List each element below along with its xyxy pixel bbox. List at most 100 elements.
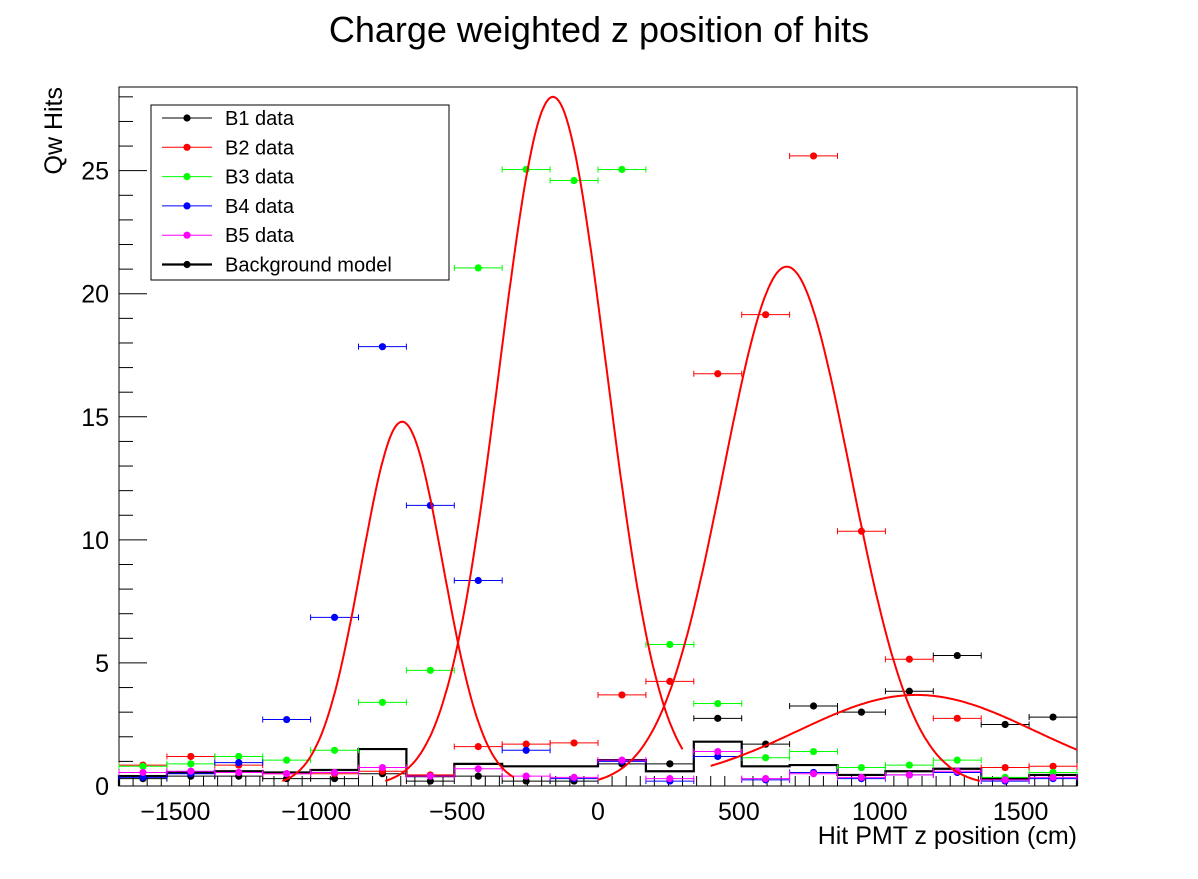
data-point: [187, 752, 195, 761]
legend: B1 data B2 data B3 data B4 data B5 data Backg…: [150, 104, 450, 281]
legend-marker: [183, 260, 191, 269]
legend-label: B3 data: [225, 167, 295, 189]
data-point: [762, 311, 770, 319]
legend-item: B4 data: [162, 196, 295, 218]
data-point: [666, 760, 674, 768]
legend-label: B1 data: [225, 108, 295, 130]
data-point: [762, 754, 770, 762]
data-point: [809, 770, 818, 778]
legend-marker: [183, 114, 191, 122]
data-point: [426, 777, 434, 785]
data-point: [1049, 768, 1057, 777]
data-point: [714, 747, 722, 756]
data-point: [1001, 720, 1009, 729]
data-point: [570, 739, 578, 747]
data-point: [857, 763, 866, 772]
fit-curve-1: [282, 420, 515, 782]
data-point: [618, 691, 626, 699]
data-point: [283, 756, 291, 764]
data-point: [330, 746, 339, 754]
legend-label: B2 data: [225, 137, 295, 159]
data-point: [953, 756, 961, 764]
data-point: [426, 666, 434, 674]
data-point: [570, 176, 578, 185]
data-point: [474, 765, 482, 773]
data-point: [187, 760, 195, 768]
chart-title: Charge weighted z position of hits: [329, 9, 869, 50]
data-point: [283, 715, 291, 724]
data-point: [522, 740, 530, 748]
data-point: [474, 743, 482, 751]
legend-box: [150, 104, 450, 281]
data-point: [474, 576, 482, 585]
data-point: [905, 655, 913, 663]
x-tick-label: 1500: [993, 798, 1049, 826]
x-tick-label: −1000: [281, 798, 351, 826]
data-point: [378, 698, 387, 706]
data-point: [714, 370, 722, 378]
legend-label: B5 data: [225, 225, 295, 247]
data-point: [378, 343, 387, 351]
data-point: [857, 773, 866, 781]
x-tick-label: −1500: [140, 798, 210, 826]
data-point: [426, 772, 434, 780]
data-point: [283, 770, 291, 778]
y-tick-label: 5: [95, 650, 109, 678]
x-tick-label: 1000: [852, 798, 908, 826]
data-point: [235, 752, 243, 761]
x-tick-label: −500: [429, 798, 485, 826]
y-tick-label: 15: [81, 404, 109, 432]
data-point: [666, 775, 674, 783]
data-point: [809, 747, 818, 756]
data-point: [618, 756, 626, 764]
legend-marker: [183, 173, 191, 181]
data-point: [1001, 763, 1009, 772]
legend-label: Background model: [225, 255, 392, 277]
data-point: [1001, 776, 1009, 784]
legend-marker: [183, 231, 191, 239]
data-point: [1049, 762, 1057, 770]
data-point: [474, 264, 482, 272]
x-tick-label: 500: [718, 798, 760, 826]
data-point: [905, 771, 913, 779]
x-tick-label: 0: [591, 798, 605, 826]
fit-curve-3: [597, 265, 981, 782]
data-point: [953, 714, 961, 722]
legend-label: B4 data: [225, 196, 295, 218]
data-point: [378, 763, 387, 772]
y-axis-ticks: 0 5 10 15 20 25: [81, 96, 147, 801]
legend-item: B5 data: [162, 225, 295, 247]
data-point: [235, 768, 243, 777]
data-point: [809, 152, 818, 160]
legend-item: B1 data: [162, 108, 295, 130]
legend-marker: [183, 202, 191, 210]
y-axis-label: Qw Hits: [40, 87, 68, 175]
data-point: [714, 714, 722, 722]
data-point: [235, 759, 243, 767]
legend-marker: [183, 143, 191, 151]
data-point: [570, 773, 578, 781]
data-point: [139, 773, 147, 781]
data-point: [522, 777, 530, 785]
fit-curves: [282, 95, 1078, 782]
legend-item: Background model: [162, 255, 392, 277]
data-point: [330, 775, 339, 783]
y-tick-label: 20: [81, 281, 109, 309]
data-point: [139, 768, 147, 777]
data-point: [330, 613, 339, 622]
x-axis-ticks: −1500 −1000 −500 0 500 1000 1500: [132, 776, 1064, 826]
data-point: [187, 767, 195, 775]
data-point: [762, 775, 770, 783]
data-point: [139, 762, 147, 770]
legend-item: B2 data: [162, 137, 295, 159]
x-axis-label: Hit PMT z position (cm): [818, 822, 1077, 850]
data-point: [1049, 713, 1057, 721]
data-point: [809, 702, 818, 710]
data-point: [714, 752, 722, 761]
data-point: [618, 165, 626, 174]
legend-item: B3 data: [162, 167, 295, 189]
data-point: [330, 768, 339, 777]
data-series: [118, 152, 1078, 785]
